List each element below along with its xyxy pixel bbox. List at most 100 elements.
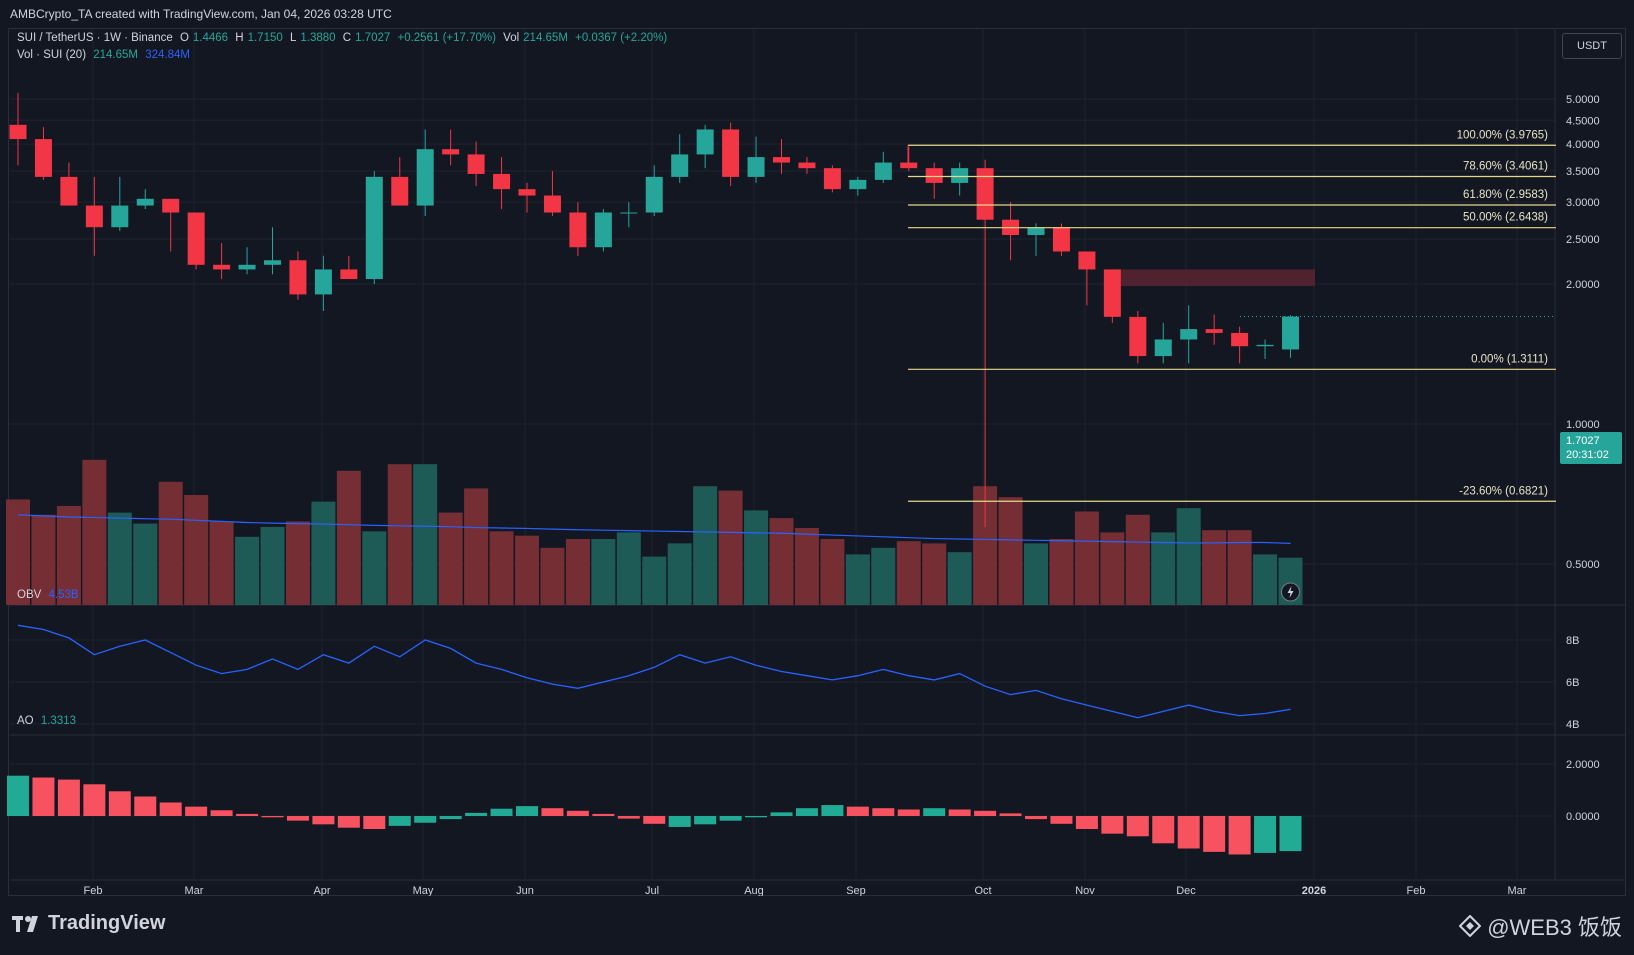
vol-indicator-value: 214.65M [93, 49, 138, 61]
volume-bar [209, 521, 234, 605]
volume-ma-line [17, 514, 1291, 544]
candle-body [187, 212, 205, 265]
candle-body [671, 154, 689, 177]
ao-bar [541, 808, 564, 816]
candle-body [798, 162, 816, 169]
candle-body [264, 260, 281, 265]
ao-bar [999, 813, 1022, 816]
ao-legend[interactable]: AO 1.3313 [17, 715, 80, 727]
ao-bar [490, 808, 513, 816]
ao-bar [694, 816, 717, 825]
low-label: L [289, 32, 297, 44]
volume-bar [489, 531, 514, 605]
obv-tick-label: 4B [1566, 719, 1579, 731]
fib-level-label: 50.00% (2.6438) [1463, 212, 1548, 224]
volume-bar [311, 501, 336, 605]
time-tick-label: Oct [974, 885, 991, 897]
last-price-tag: 1.7027 20:31:02 [1560, 432, 1622, 464]
candle-body [467, 154, 485, 174]
vol-ma-value: 324.84M [145, 49, 190, 61]
candle-body [314, 269, 332, 295]
volume-bar [82, 459, 107, 605]
candle-body [823, 168, 841, 190]
vol-value: 214.65M [523, 32, 568, 44]
candle-body [289, 260, 307, 295]
ao-bar [1152, 816, 1175, 844]
candle-body [900, 162, 918, 169]
ao-bar [617, 816, 640, 819]
price-tick-label: 0.5000 [1566, 559, 1600, 571]
volume-bar [260, 526, 285, 605]
ao-label: AO [17, 715, 34, 727]
volume-bar [6, 499, 30, 605]
ao-bar [1025, 816, 1047, 820]
volume-bar [744, 510, 769, 605]
ao-bar [795, 808, 818, 816]
candle-body [111, 205, 129, 228]
obv-tick-label: 6B [1566, 677, 1579, 689]
fib-level-label: 100.00% (3.9765) [1457, 129, 1549, 141]
ao-bar [1177, 816, 1200, 849]
volume-bar [540, 547, 565, 605]
candle-body [238, 264, 256, 270]
volume-bar [1049, 539, 1074, 605]
candle-body [9, 124, 27, 140]
ao-bar [1101, 816, 1124, 834]
volume-bar [184, 495, 209, 605]
candle-body [874, 162, 892, 180]
volume-bar [413, 464, 438, 605]
volume-bar [285, 521, 310, 605]
vol-indicator-name: Vol · SUI (20) [17, 49, 87, 61]
volume-bar [1253, 554, 1278, 605]
candle-body [85, 205, 103, 228]
volume-bar [1125, 514, 1150, 605]
candle-body [518, 189, 536, 196]
candle-body [849, 179, 867, 190]
open-label: O [179, 32, 189, 44]
ao-bar [1075, 816, 1098, 829]
symbol-name: SUI / TetherUS · 1W · Binance [17, 32, 173, 44]
volume-bar [845, 554, 870, 605]
candle-body [340, 269, 358, 280]
volume-bar [896, 541, 921, 605]
tradingview-logo[interactable]: TradingView [12, 912, 165, 935]
ao-bar [821, 805, 844, 816]
currency-button[interactable]: USDT [1562, 33, 1622, 59]
volume-bar [1024, 543, 1048, 605]
candle-body [722, 129, 740, 177]
volume-bar [667, 543, 692, 605]
time-tick-label: Apr [313, 885, 330, 897]
volume-legend[interactable]: Vol · SUI (20) 214.65M 324.84M [17, 49, 194, 61]
volume-bar [1176, 508, 1201, 605]
candle-body [594, 212, 612, 248]
change-value: +0.2561 (+17.70%) [397, 32, 496, 44]
high-value: 1.7150 [247, 32, 283, 44]
volume-bar [1227, 530, 1252, 605]
fib-level-label: 78.60% (3.4061) [1463, 161, 1548, 173]
ao-bar [1279, 816, 1302, 852]
obv-line [17, 624, 1291, 719]
volume-bar [438, 512, 463, 605]
ao-bar [846, 806, 869, 816]
volume-bar [158, 481, 183, 605]
ao-bar [134, 796, 157, 816]
fib-level-label: 61.80% (2.9583) [1463, 189, 1548, 201]
volume-bar [616, 532, 641, 605]
open-value: 1.4466 [192, 32, 229, 44]
time-tick-label: May [413, 885, 434, 897]
candle-body [493, 173, 511, 190]
chart-frame [8, 28, 1626, 896]
binance-diamond-icon [1459, 915, 1482, 937]
ao-bar [872, 808, 895, 816]
volume-bar [871, 547, 896, 605]
ao-bar [414, 816, 437, 823]
ao-bar [719, 816, 742, 821]
watermark: @WEB3 饭饭 [1459, 910, 1622, 942]
obv-legend[interactable]: OBV 4.53B [17, 589, 83, 601]
candle-body [925, 168, 943, 183]
candle-body [773, 157, 790, 163]
candle-body [365, 176, 383, 280]
obv-label: OBV [17, 589, 42, 601]
